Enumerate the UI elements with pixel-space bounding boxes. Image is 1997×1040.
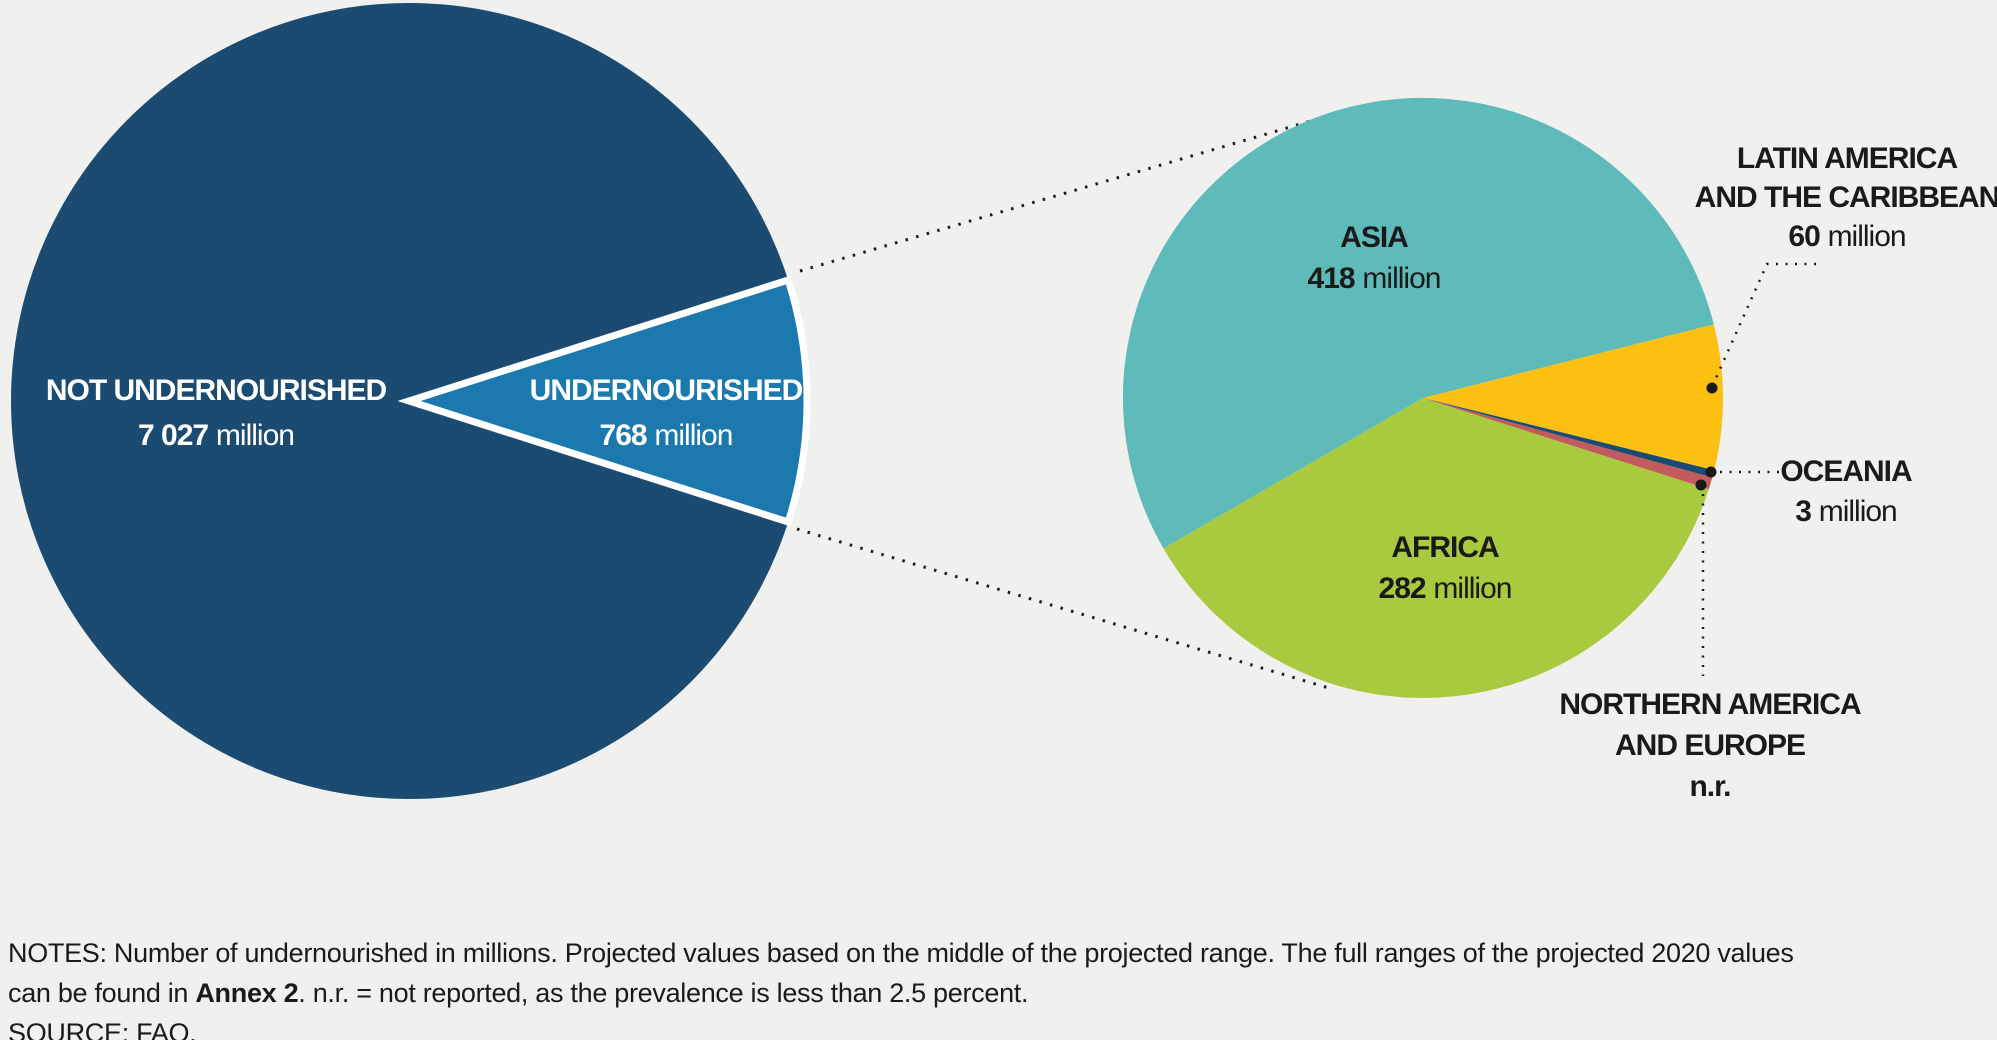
latin-america-name-line1: LATIN AMERICA xyxy=(1736,142,1958,175)
latin-america-name-line2: AND THE CARIBBEAN xyxy=(1694,181,1997,214)
notes-annex-reference: Annex 2 xyxy=(195,978,299,1008)
region-slice-latin-america xyxy=(1423,324,1723,471)
region-slice-asia xyxy=(1122,97,1714,549)
undernourished-value-line: 768 million xyxy=(530,413,803,458)
latin-america-leader-dot xyxy=(1706,382,1718,394)
latin-america-value: 60 xyxy=(1788,220,1820,253)
africa-value-line: 282 million xyxy=(1378,568,1513,609)
northern-america-europe-label: NORTHERN AMERICA AND EUROPE n.r. xyxy=(1559,684,1861,807)
notes-line2: can be found in Annex 2. n.r. = not repo… xyxy=(8,973,1794,1013)
africa-name: AFRICA xyxy=(1391,531,1499,564)
notes-line1: NOTES: Number of undernourished in milli… xyxy=(8,938,1794,968)
region-slice-oceania xyxy=(1423,398,1715,478)
asia-value-line: 418 million xyxy=(1307,258,1442,299)
undernourished-unit: million xyxy=(654,419,733,452)
not-undernourished-value-line: 7 027 million xyxy=(46,413,386,458)
latin-america-leader-line xyxy=(1710,262,1816,388)
notes-line2-post: . n.r. = not reported, as the prevalence… xyxy=(298,978,1029,1008)
northern-america-europe-leader-dot xyxy=(1695,479,1707,491)
oceania-value: 3 xyxy=(1795,495,1812,528)
undernourished-value: 768 xyxy=(599,419,648,452)
undernourished-label: UNDERNOURISHED 768 million xyxy=(529,368,804,458)
world-pie-undernourished-wedge xyxy=(397,275,811,527)
not-undernourished-unit: million xyxy=(215,419,295,452)
northern-america-europe-value: n.r. xyxy=(1689,770,1731,803)
northern-america-europe-name-line1: NORTHERN AMERICA xyxy=(1559,688,1861,721)
not-undernourished-label: NOT UNDERNOURISHED 7 027 million xyxy=(45,368,387,458)
africa-label: AFRICA 282 million xyxy=(1378,527,1513,609)
asia-label: ASIA 418 million xyxy=(1307,217,1442,299)
latin-america-label: LATIN AMERICA AND THE CARIBBEAN 60 millio… xyxy=(1695,139,1997,256)
not-undernourished-name: NOT UNDERNOURISHED xyxy=(45,374,387,407)
oceania-name: OCEANIA xyxy=(1780,455,1912,488)
latin-america-value-line: 60 million xyxy=(1695,217,1997,256)
region-slice-africa xyxy=(1163,398,1709,698)
chart-notes: NOTES: Number of undernourished in milli… xyxy=(8,933,1794,1040)
not-undernourished-value: 7 027 xyxy=(138,419,209,452)
africa-value: 282 xyxy=(1378,572,1427,605)
asia-name: ASIA xyxy=(1340,221,1409,254)
asia-unit: million xyxy=(1362,262,1441,295)
latin-america-unit: million xyxy=(1827,220,1907,253)
region-slice-northern-america-europe xyxy=(1423,398,1713,490)
asia-value: 418 xyxy=(1307,262,1356,295)
northern-america-europe-name-line2: AND EUROPE xyxy=(1614,729,1806,762)
notes-source: SOURCE: FAO. xyxy=(8,1018,197,1040)
oceania-leader-dot xyxy=(1705,466,1717,478)
oceania-label: OCEANIA 3 million xyxy=(1780,452,1912,532)
africa-unit: million xyxy=(1433,572,1512,605)
oceania-unit: million xyxy=(1818,495,1898,528)
undernourished-name: UNDERNOURISHED xyxy=(529,374,804,407)
notes-line2-pre: can be found in xyxy=(8,978,196,1008)
oceania-value-line: 3 million xyxy=(1780,492,1911,532)
